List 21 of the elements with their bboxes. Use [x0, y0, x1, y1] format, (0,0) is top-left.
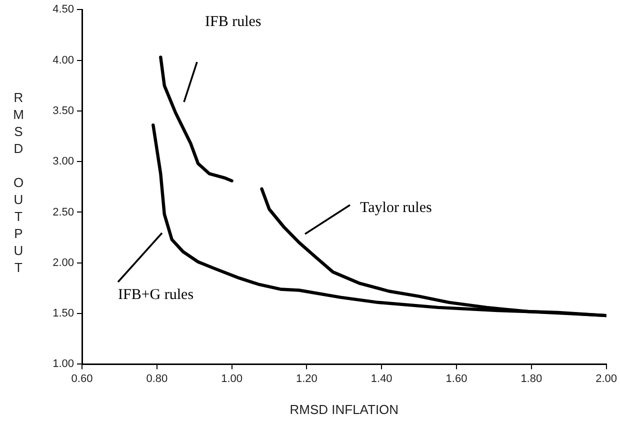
y-tick-label: 3.50: [52, 104, 74, 117]
x-tick-label: 2.00: [596, 372, 618, 385]
y-tick-label: 2.50: [52, 206, 74, 218]
y-tick-label: 1.50: [52, 308, 74, 320]
y-axis-title: RMSD OUTPUT: [10, 90, 27, 277]
y-tick-label: 3.00: [52, 156, 74, 168]
annotation: Taylor rules: [360, 200, 432, 216]
annotation: IFB rules: [205, 14, 262, 30]
x-axis-title: RMSD INFLATION: [290, 402, 399, 417]
x-tick-label: 0.80: [146, 372, 168, 385]
x-tick-label: 1.00: [221, 372, 243, 385]
y-tick-label: 4.50: [52, 4, 74, 16]
y-tick-label: 1.00: [52, 358, 74, 370]
x-tick-label: 1.80: [520, 372, 542, 385]
x-tick-label: 1.20: [296, 372, 318, 385]
annotation: IFB+G rules: [118, 286, 194, 303]
x-tick-label: 1.60: [446, 372, 468, 385]
x-tick-label: 1.40: [370, 372, 392, 385]
y-tick-label: 2.00: [52, 256, 74, 269]
x-tick-label: 0.60: [71, 372, 93, 385]
y-tick-label: 4.00: [52, 54, 74, 66]
